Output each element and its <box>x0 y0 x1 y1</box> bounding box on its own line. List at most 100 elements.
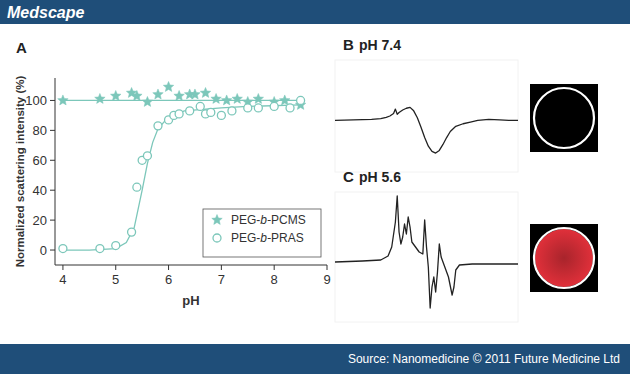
plot-frame <box>335 60 518 172</box>
data-point <box>175 110 183 118</box>
data-point <box>270 102 278 110</box>
data-point <box>143 152 151 160</box>
data-point <box>217 111 225 119</box>
x-tick <box>274 265 275 270</box>
header-brand: Medscape <box>7 4 84 21</box>
data-point <box>286 104 294 112</box>
panel-2: CpH 5.6 <box>335 168 518 322</box>
x-tick <box>62 265 63 270</box>
y-tick <box>50 130 55 131</box>
x-tick <box>327 265 328 270</box>
x-tick <box>221 265 222 270</box>
data-point <box>153 89 163 99</box>
mri-image <box>530 84 598 152</box>
figure: Medscape Source: Nanomedicine © 2011 Futu… <box>0 0 630 374</box>
data-point <box>221 95 231 105</box>
legend-text-part: b- <box>260 213 271 227</box>
x-tick-label: 6 <box>165 272 172 287</box>
mri-tube-outline <box>534 228 594 288</box>
y-tick-label: 80 <box>33 123 47 138</box>
y-tick <box>50 160 55 161</box>
panel-subtitle: pH 7.4 <box>359 37 401 53</box>
data-point <box>196 102 204 110</box>
spectrum-line <box>335 196 518 308</box>
x-tick-label: 8 <box>271 272 278 287</box>
spectrum-line <box>335 107 518 153</box>
header-bar <box>0 0 630 24</box>
data-point <box>200 87 210 97</box>
y-tick-label: 20 <box>33 213 47 228</box>
panel-1: BpH 7.4 <box>335 36 518 172</box>
legend-text-part: b- <box>260 231 271 245</box>
mri-background <box>530 224 598 292</box>
y-tick <box>50 190 55 191</box>
data-point <box>96 245 104 253</box>
legend-marker <box>212 215 222 225</box>
y-tick <box>50 250 55 251</box>
legend-label: PEG-b-PRAS <box>231 231 304 245</box>
x-tick-label: 4 <box>59 272 66 287</box>
y-tick-label: 100 <box>25 93 47 108</box>
legend-box <box>203 209 321 257</box>
data-point <box>253 93 263 103</box>
footer-source: Source: Nanomedicine © 2011 Future Medic… <box>348 352 620 366</box>
x-axis-line <box>55 265 327 266</box>
x-tick-label: 5 <box>112 272 119 287</box>
y-tick <box>50 100 55 101</box>
y-tick-label: 0 <box>40 243 47 258</box>
data-point <box>154 122 162 130</box>
data-point <box>174 90 184 100</box>
data-point <box>59 245 67 253</box>
mri-background <box>530 84 598 152</box>
data-point <box>254 104 262 112</box>
data-point <box>111 90 121 100</box>
legend-marker <box>213 234 221 242</box>
legend: PEG-b-PCMSPEG-b-PRAS <box>203 209 321 257</box>
data-point <box>207 108 215 116</box>
x-tick-label: 9 <box>323 272 330 287</box>
y-tick <box>50 220 55 221</box>
data-point <box>297 96 305 104</box>
data-point <box>244 104 252 112</box>
plot-frame <box>335 192 518 322</box>
y-tick-label: 60 <box>33 153 47 168</box>
data-point <box>228 107 236 115</box>
x-tick <box>115 265 116 270</box>
data-point <box>133 183 141 191</box>
mri-image <box>530 224 598 292</box>
y-axis-line <box>55 78 56 265</box>
x-tick-label: 7 <box>218 272 225 287</box>
legend-text-part: PCMS <box>271 213 306 227</box>
panel-label: A <box>16 39 27 56</box>
legend-text-part: PEG- <box>231 213 260 227</box>
mri-signal <box>535 89 593 147</box>
data-point <box>211 93 221 103</box>
data-point <box>186 107 194 115</box>
mri-signal <box>535 229 593 287</box>
data-point <box>112 242 120 250</box>
data-point <box>58 95 68 105</box>
footer-bar <box>0 344 630 374</box>
panel-label: B <box>343 36 354 53</box>
data-point <box>232 93 242 103</box>
legend-label: PEG-b-PCMS <box>231 213 306 227</box>
plot-data <box>58 81 306 252</box>
data-point <box>128 228 136 236</box>
plot-data <box>335 107 518 153</box>
legend-text-part: PEG- <box>231 231 260 245</box>
data-point <box>190 89 200 99</box>
x-tick <box>168 265 169 270</box>
panel-0: A456789020406080100pHNormalized scatteri… <box>14 39 331 308</box>
legend-text-part: PRAS <box>271 231 304 245</box>
data-point <box>280 95 290 105</box>
panel-subtitle: pH 5.6 <box>359 169 401 185</box>
data-point <box>95 93 105 103</box>
background <box>0 0 630 374</box>
data-point <box>163 81 173 91</box>
y-axis-label: Normalized scattering intensity (%) <box>14 75 26 267</box>
panel-label: C <box>343 168 354 185</box>
y-tick-label: 40 <box>33 183 47 198</box>
mri-tube-outline <box>534 88 594 148</box>
data-point <box>142 96 152 106</box>
data-point <box>132 90 142 100</box>
